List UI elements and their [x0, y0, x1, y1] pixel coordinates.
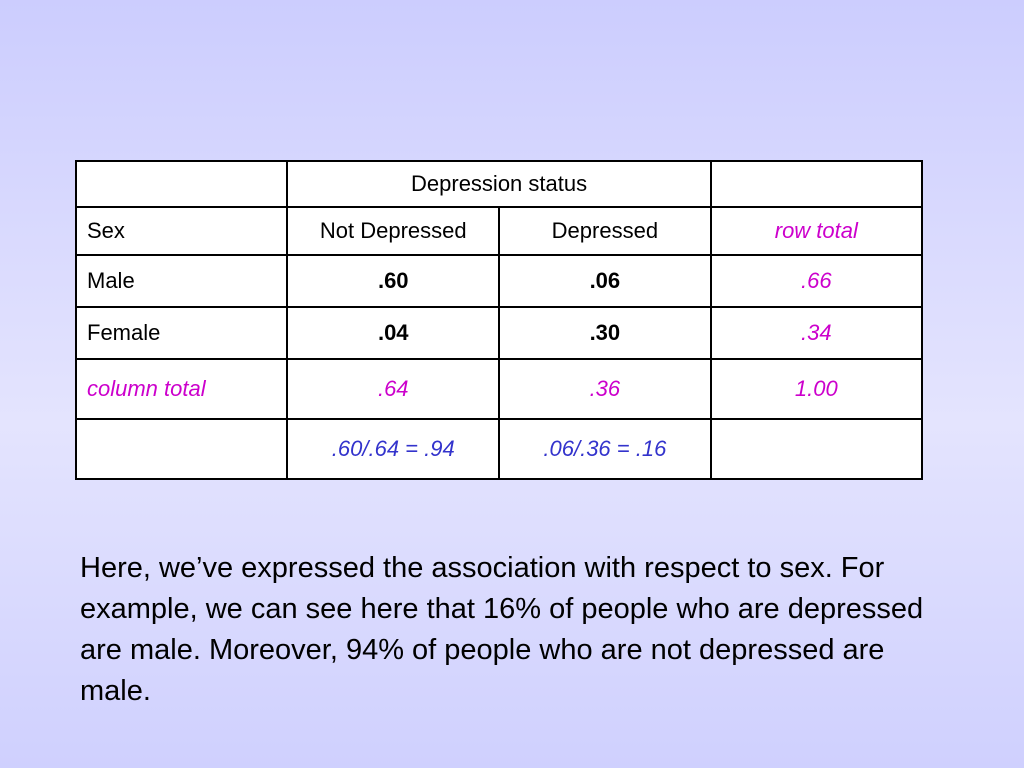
- column-total-label: column total: [74, 358, 289, 420]
- depressed-header: Depressed: [498, 206, 712, 256]
- not-depressed-ratio-cell: .60/.64 = .94: [286, 418, 501, 480]
- female-row-total-cell: .34: [709, 306, 924, 360]
- empty-cell: [74, 418, 289, 480]
- table-row-male: Male .60 .06 .66: [74, 254, 924, 308]
- male-not-depressed-cell: .60: [286, 254, 501, 308]
- not-depressed-column-total-cell: .64: [286, 358, 501, 420]
- female-not-depressed-cell: .04: [286, 306, 501, 360]
- table-row-header-group: Depression status: [74, 160, 924, 208]
- male-depressed-cell: .06: [498, 254, 712, 308]
- caption-text: Here, we’ve expressed the association wi…: [80, 552, 924, 707]
- row-label-male: Male: [74, 254, 289, 308]
- table-row-column-headers: Sex Not Depressed Depressed row total: [74, 206, 924, 256]
- male-row-total-cell: .66: [709, 254, 924, 308]
- sex-header: Sex: [74, 206, 289, 256]
- depressed-column-total-cell: .36: [498, 358, 712, 420]
- row-total-header: row total: [709, 206, 924, 256]
- table-row-column-total: column total .64 .36 1.00: [74, 358, 924, 420]
- row-label-female: Female: [74, 306, 289, 360]
- table-row-ratios: .60/.64 = .94 .06/.36 = .16: [74, 418, 924, 480]
- not-depressed-header: Not Depressed: [286, 206, 501, 256]
- empty-cell: [709, 418, 924, 480]
- depressed-ratio-cell: .06/.36 = .16: [498, 418, 712, 480]
- table-row-female: Female .04 .30 .34: [74, 306, 924, 360]
- contingency-table: Depression status Sex Not Depressed Depr…: [74, 160, 924, 480]
- empty-cell: [74, 160, 289, 208]
- female-depressed-cell: .30: [498, 306, 712, 360]
- grand-total-cell: 1.00: [709, 358, 924, 420]
- depression-status-header: Depression status: [286, 160, 712, 208]
- empty-cell: [709, 160, 924, 208]
